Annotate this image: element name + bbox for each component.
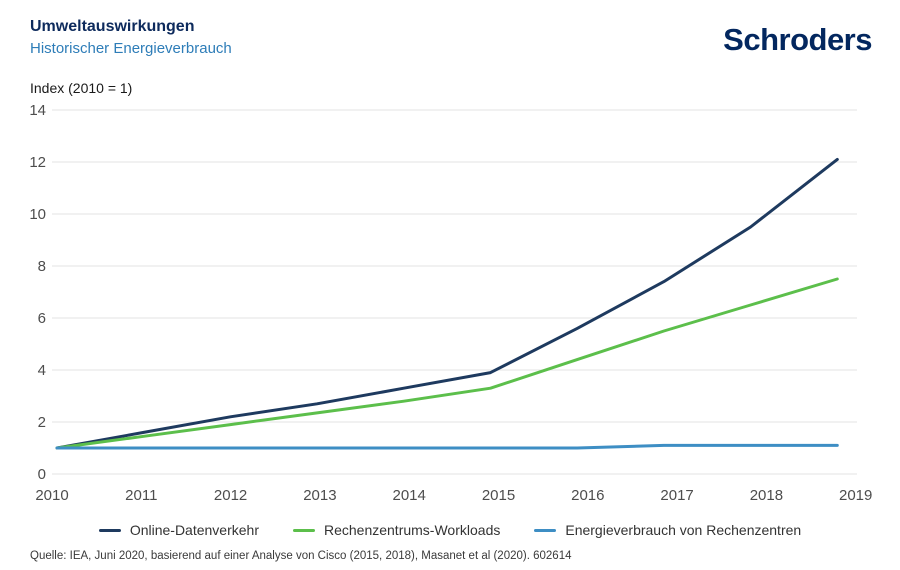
series-line-energieverbrauch-von-rechenzentren [55, 443, 839, 450]
y-tick-label: 2 [38, 414, 46, 431]
y-tick-label: 12 [29, 154, 46, 171]
legend-swatch [292, 528, 315, 532]
legend-label: Rechenzentrums-Workloads [323, 522, 501, 538]
legend-swatch [534, 528, 557, 532]
x-tick-label: 2011 [125, 487, 157, 504]
x-tick-label: 2019 [839, 487, 872, 504]
series-line-online-datenverkehr [55, 157, 839, 450]
y-tick-label: 10 [29, 206, 46, 223]
legend-swatch [98, 528, 121, 532]
legend-label: Online-Datenverkehr [129, 522, 259, 538]
y-tick-label: 8 [38, 258, 46, 275]
legend-item-online-datenverkehr: Online-Datenverkehr [98, 522, 259, 538]
page-subtitle: Historischer Energieverbrauch [30, 40, 232, 57]
x-tick-label: 2012 [214, 487, 247, 504]
x-tick-label: 2018 [750, 487, 783, 504]
x-tick-label: 2010 [35, 487, 68, 504]
index-axis-label: Index (2010 = 1) [30, 80, 133, 96]
y-tick-label: 0 [38, 466, 46, 483]
x-tick-label: 2013 [303, 487, 336, 504]
schroders-logo: Schroders [723, 22, 872, 57]
x-tick-label: 2014 [393, 487, 426, 504]
y-axis-labels: 0 2 4 6 8 10 12 14 [29, 102, 46, 483]
series-line-rechenzentrums-workloads [55, 277, 839, 450]
chart-legend: Online-Datenverkehr Rechenzentrums-Worklo… [0, 522, 900, 538]
legend-item-rechenzentrums-workloads: Rechenzentrums-Workloads [292, 522, 501, 538]
series-lines [55, 157, 839, 450]
x-axis-labels: 2010 2011 2012 2013 2014 2015 2016 2017 2018 2019 [35, 487, 872, 504]
x-tick-label: 2015 [482, 487, 515, 504]
x-tick-label: 2016 [571, 487, 604, 504]
y-tick-label: 4 [38, 362, 46, 379]
line-chart: 0 2 4 6 8 10 12 14 2010 2011 2012 2013 2014 2015 2016… [29, 102, 872, 504]
legend-item-energieverbrauch-von-rechenzentren: Energieverbrauch von Rechenzentren [534, 522, 801, 538]
page-title: Umweltauswirkungen [30, 18, 195, 35]
y-gridlines [52, 109, 857, 475]
legend-label: Energieverbrauch von Rechenzentren [565, 522, 802, 538]
y-tick-label: 6 [38, 310, 46, 327]
source-note: Quelle: IEA, Juni 2020, basierend auf ei… [30, 550, 572, 562]
y-tick-label: 14 [29, 102, 46, 119]
x-tick-label: 2017 [660, 487, 693, 504]
